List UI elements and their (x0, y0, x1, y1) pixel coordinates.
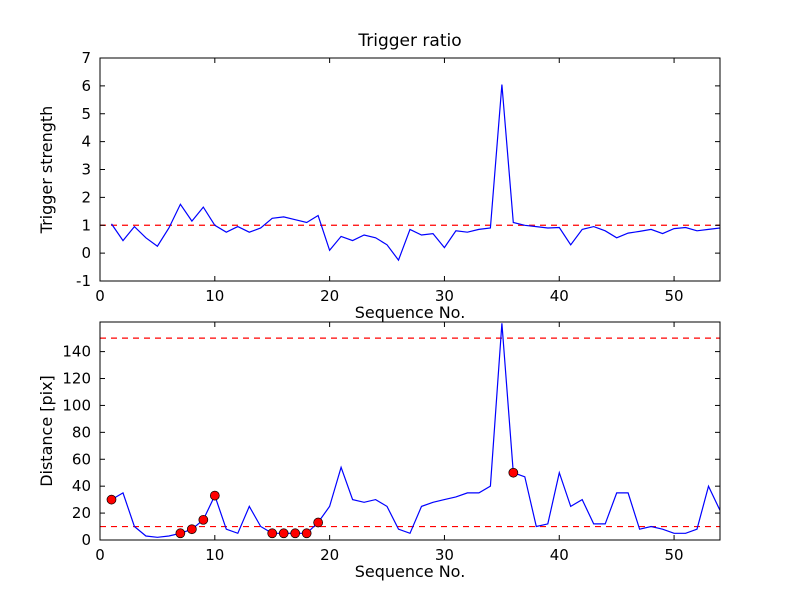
x-tick-label: 30 (435, 287, 454, 305)
trigger-marker (508, 467, 519, 478)
axes-frame (99, 57, 721, 282)
y-tick-label: 40 (72, 477, 91, 495)
x-tick-label: 20 (320, 546, 339, 564)
data-line (111, 84, 720, 262)
x-tick-label: 50 (665, 287, 684, 305)
trigger-marker (290, 528, 301, 539)
y-tick-label: 140 (62, 343, 91, 361)
x-tick-label: 40 (550, 546, 569, 564)
x-tick-label: 10 (205, 546, 224, 564)
trigger-marker (278, 528, 289, 539)
y-tick-label: 120 (62, 370, 91, 388)
axes-frame (99, 321, 721, 541)
y-tick-label: 1 (81, 216, 91, 234)
y-tick-label: -1 (76, 272, 91, 290)
x-tick-label: 50 (665, 546, 684, 564)
x-axis-label: Sequence No. (355, 562, 466, 581)
trigger-marker (267, 528, 278, 539)
trigger-marker (301, 528, 312, 539)
trigger-marker (313, 517, 323, 528)
y-tick-label: 2 (81, 188, 91, 206)
y-tick-label: 5 (81, 105, 91, 123)
y-tick-label: 7 (81, 49, 91, 67)
y-tick-label: 3 (81, 161, 91, 179)
y-axis-label: Trigger strength (37, 106, 56, 235)
trigger-marker (187, 524, 197, 535)
x-axis-label: Sequence No. (355, 303, 466, 322)
trigger-marker (209, 490, 220, 501)
chart-title: Trigger ratio (357, 31, 461, 51)
x-tick-label: 20 (320, 287, 339, 305)
y-tick-label: 4 (81, 133, 91, 151)
y-tick-label: 0 (81, 244, 91, 262)
data-line (111, 323, 720, 538)
y-tick-label: 80 (72, 423, 91, 441)
trigger-marker (106, 494, 117, 505)
y-tick-label: 0 (81, 531, 91, 549)
x-tick-label: 10 (205, 287, 224, 305)
y-tick-label: 60 (72, 450, 91, 468)
y-tick-label: 20 (72, 504, 91, 522)
x-tick-label: 40 (550, 287, 569, 305)
y-tick-label: 100 (62, 396, 91, 414)
x-tick-label: 0 (95, 546, 105, 564)
subplot-2: 0 10 20 30 40 50 0 20 40 60 80 100 120 140 Sequence No… (37, 321, 721, 581)
x-tick-label: 0 (95, 287, 105, 305)
trigger-marker (175, 528, 186, 539)
y-tick-label: 6 (81, 77, 91, 95)
y-axis-label: Distance [pix] (37, 375, 56, 487)
trigger-marker (198, 514, 209, 525)
x-tick-label: 30 (435, 546, 454, 564)
